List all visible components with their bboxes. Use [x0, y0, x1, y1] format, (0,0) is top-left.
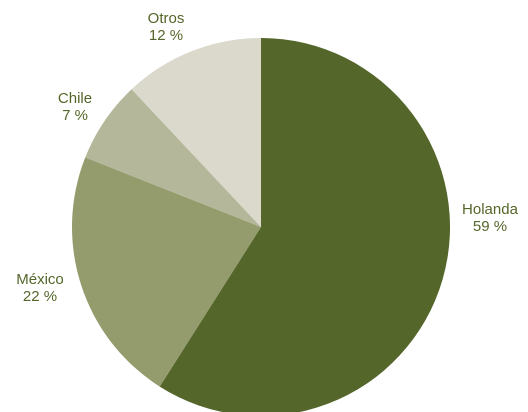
slice-value-label: 59 % [473, 218, 507, 235]
slice-value-label: 12 % [149, 27, 183, 44]
pie-slice [131, 38, 261, 227]
slice-label: Holanda [462, 201, 519, 218]
slice-value-label: 22 % [23, 288, 57, 305]
pie-slice [72, 157, 261, 387]
slice-value-label: 7 % [62, 107, 88, 124]
pie-slice [159, 38, 450, 412]
pie-slice [85, 89, 261, 227]
slice-label: Chile [58, 90, 92, 107]
slice-label: Otros [148, 10, 185, 27]
slice-label: México [16, 271, 64, 288]
